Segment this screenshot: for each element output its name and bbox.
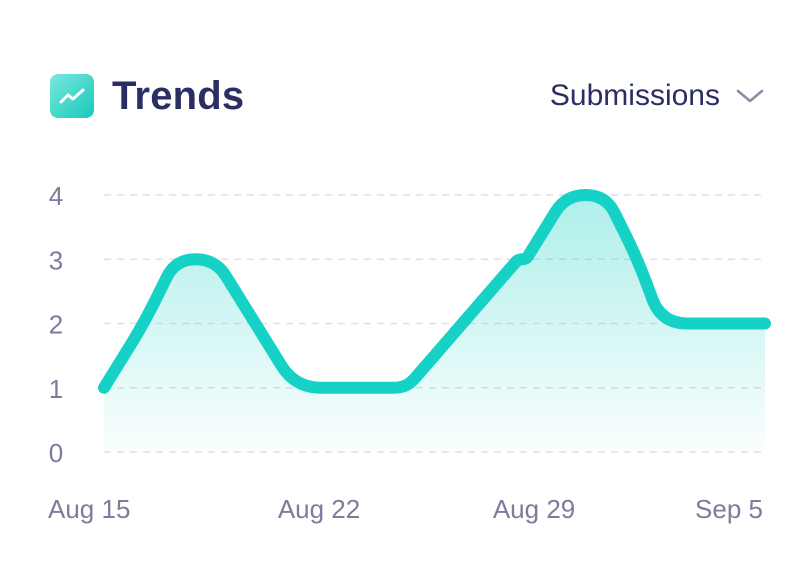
- metric-dropdown-label: Submissions: [549, 79, 720, 112]
- series-line-submissions: [98, 189, 771, 394]
- x-tick-label: Sep 5: [695, 494, 763, 524]
- y-tick-label: 1: [49, 374, 63, 404]
- y-tick-label: 4: [49, 181, 63, 211]
- x-tick-label: Aug 15: [48, 494, 130, 524]
- title-group: Trends: [50, 74, 244, 119]
- card-title: Trends: [112, 73, 245, 118]
- y-tick-label: 3: [49, 245, 63, 275]
- trend-up-icon: [50, 74, 94, 118]
- x-tick-label: Aug 22: [278, 494, 360, 524]
- chevron-down-icon: [736, 88, 764, 104]
- metric-dropdown[interactable]: Submissions: [550, 79, 764, 113]
- x-tick-label: Aug 29: [493, 494, 575, 524]
- area-fill: [104, 195, 765, 452]
- y-tick-label: 0: [49, 438, 63, 468]
- card-header: Trends Submissions: [50, 72, 764, 120]
- y-tick-label: 2: [49, 310, 63, 340]
